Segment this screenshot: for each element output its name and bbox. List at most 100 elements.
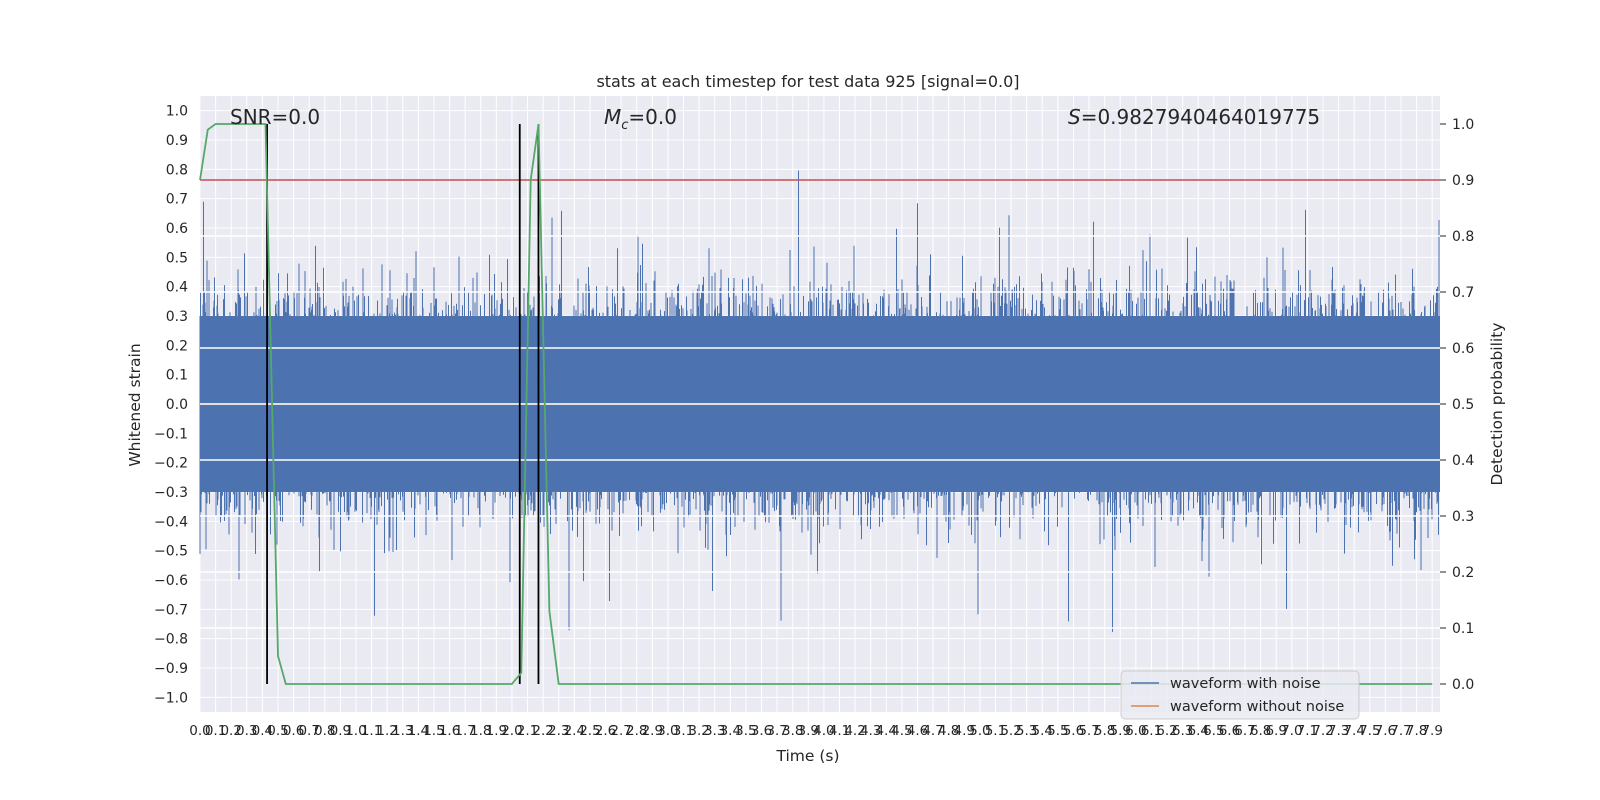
s-annotation: S=0.9827940464019775 [1068,105,1320,129]
x-tick-label: 2.0 [501,723,522,739]
x-tick-label: 3.1 [673,723,694,739]
chart-title: stats at each timestep for test data 925… [596,72,1019,91]
x-tick-label: 3.3 [704,723,725,739]
x-tick-label: 4.6 [907,723,928,739]
y-tick-label: −0.9 [154,661,188,677]
x-tick-label: 3.9 [798,723,819,739]
x-tick-label: 1.0 [345,723,366,739]
y-tick-label: −0.4 [154,514,188,530]
x-tick-label: 7.4 [1343,723,1364,739]
y2-axis-label: Detection probability [1488,323,1506,486]
x-tick-label: 7.2 [1312,723,1333,739]
y2-tick-label: 0.2 [1452,565,1474,581]
y-axis-label: Whitened strain [126,343,144,466]
y-axis-ticks: 1.0 0.9 0.8 0.7 0.6 0.5 0.4 0.3 0.2 0.1 0.0 −0.1 −0.… [154,104,188,707]
x-tick-label: 1.1 [361,723,382,739]
x-tick-label: 0.8 [314,723,335,739]
x-tick-label: 1.2 [376,723,397,739]
y-tick-label: 0.8 [166,162,188,178]
x-tick-label: 0.2 [220,723,241,739]
x-tick-label: 0.9 [330,723,351,739]
x-tick-label: 1.7 [454,723,475,739]
x-tick-label: 0.3 [236,723,257,739]
legend-box [1120,670,1360,720]
y-tick-label: −0.1 [154,426,188,442]
x-tick-label: 6.9 [1265,723,1286,739]
x-tick-label: 7.8 [1406,723,1427,739]
legend: waveform with noise waveform without noi… [1120,670,1360,720]
x-axis-ticks: 0.00.10.20.30.40.50.60.70.80.91.01.11.21… [189,723,1443,739]
x-tick-label: 7.1 [1297,723,1318,739]
y2-tick-label: 1.0 [1452,117,1474,133]
x-tick-label: 5.8 [1094,723,1115,739]
y-tick-label: −0.6 [154,573,188,589]
legend-label-noise: waveform with noise [1170,676,1321,692]
x-tick-label: 0.7 [298,723,319,739]
x-tick-label: 7.5 [1359,723,1380,739]
y2-axis-ticks: 1.0 0.9 0.8 0.7 0.6 0.5 0.4 0.3 0.2 0.1 0.0 [1440,117,1474,693]
y2-tick-label: 0.6 [1452,341,1474,357]
x-tick-label: 5.9 [1110,723,1131,739]
x-tick-label: 7.9 [1421,723,1442,739]
x-tick-label: 5.6 [1063,723,1084,739]
x-tick-label: 6.4 [1187,723,1208,739]
x-tick-label: 2.1 [517,723,538,739]
x-tick-label: 4.9 [954,723,975,739]
x-tick-label: 0.5 [267,723,288,739]
x-tick-label: 4.3 [860,723,881,739]
x-tick-label: 3.0 [657,723,678,739]
x-tick-label: 4.8 [938,723,959,739]
x-tick-label: 1.8 [470,723,491,739]
x-tick-label: 5.0 [969,723,990,739]
x-tick-label: 2.2 [532,723,553,739]
y2-tick-label: 0.7 [1452,285,1474,301]
x-tick-label: 7.3 [1328,723,1349,739]
x-tick-label: 6.3 [1172,723,1193,739]
x-tick-label: 4.1 [829,723,850,739]
y-tick-label: 0.1 [166,368,188,384]
chirp-mass-annotation: Mc=0.0 [604,105,677,133]
x-tick-label: 6.2 [1156,723,1177,739]
x-tick-label: 5.2 [1000,723,1021,739]
x-tick-label: 2.3 [548,723,569,739]
x-tick-label: 4.7 [922,723,943,739]
x-tick-label: 2.8 [626,723,647,739]
y2-tick-label: 0.1 [1452,621,1474,637]
mc-symbol: M [604,105,621,129]
y2-tick-label: 0.0 [1452,677,1474,693]
x-tick-label: 1.9 [486,723,507,739]
x-tick-label: 0.6 [283,723,304,739]
x-tick-label: 4.2 [844,723,865,739]
x-tick-label: 7.6 [1375,723,1396,739]
x-tick-label: 7.0 [1281,723,1302,739]
y-tick-label: 0.6 [166,221,188,237]
x-tick-label: 4.4 [876,723,897,739]
x-tick-label: 1.3 [392,723,413,739]
mc-value: =0.0 [628,105,677,129]
x-tick-label: 5.1 [985,723,1006,739]
y-tick-label: −0.2 [154,456,188,472]
x-tick-label: 0.0 [189,723,210,739]
s-symbol: S [1068,105,1081,129]
x-tick-label: 4.0 [813,723,834,739]
y2-tick-label: 0.3 [1452,509,1474,525]
x-tick-label: 3.4 [720,723,741,739]
y-tick-label: 0.0 [166,397,188,413]
y-tick-label: 0.4 [166,280,188,296]
y-tick-label: −0.5 [154,544,188,560]
y-tick-label: 0.3 [166,309,188,325]
x-tick-label: 3.2 [688,723,709,739]
y-tick-label: 0.9 [166,133,188,149]
x-tick-label: 2.7 [610,723,631,739]
x-tick-label: 6.6 [1219,723,1240,739]
y-tick-label: −1.0 [154,690,188,706]
x-tick-label: 3.5 [735,723,756,739]
x-tick-label: 1.4 [408,723,429,739]
y2-tick-label: 0.9 [1452,173,1474,189]
x-tick-label: 6.0 [1125,723,1146,739]
snr-annotation: SNR=0.0 [230,105,320,129]
x-tick-label: 5.3 [1016,723,1037,739]
mc-subscript: c [621,118,628,133]
x-tick-label: 3.8 [782,723,803,739]
